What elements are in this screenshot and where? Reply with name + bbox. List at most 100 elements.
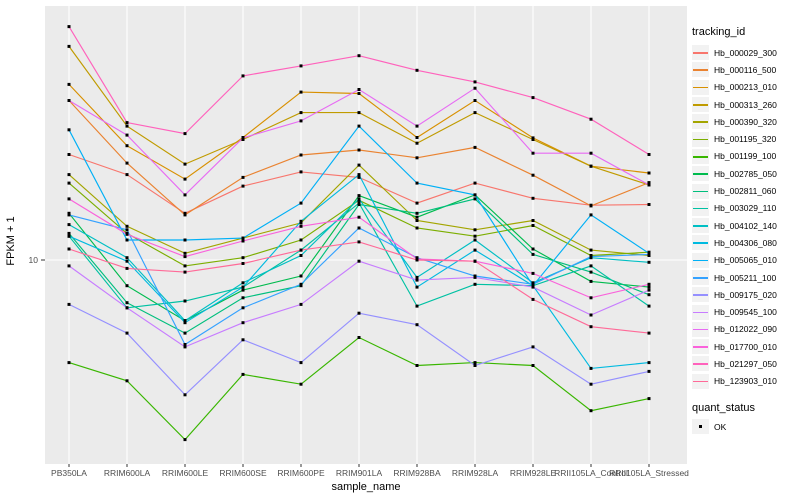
legend-key-line (693, 138, 708, 141)
legend: tracking_id Hb_000029_300 Hb_000116_500 Hb… (692, 26, 798, 435)
data-point (125, 379, 129, 383)
legend-item-label: Hb_000116_500 (714, 64, 777, 75)
data-point (183, 251, 187, 255)
data-point (67, 44, 71, 48)
data-point (647, 369, 651, 373)
data-point (357, 240, 361, 244)
data-point (125, 256, 129, 260)
legend-key-line (693, 328, 708, 331)
data-point (589, 409, 593, 413)
x-tick-label: RRIM600PE (277, 468, 325, 478)
data-point (357, 54, 361, 58)
data-point (473, 259, 477, 263)
data-point (473, 282, 477, 286)
legend-item-Hb_002785_050: Hb_002785_050 (692, 165, 798, 182)
data-point (473, 364, 477, 367)
data-point (125, 238, 129, 242)
data-point (415, 278, 419, 282)
data-point (473, 181, 477, 185)
data-point (183, 331, 187, 335)
data-point (241, 296, 245, 300)
legend-key-swatch (692, 79, 709, 95)
data-point (299, 361, 303, 365)
data-point (125, 259, 129, 263)
data-point (183, 177, 187, 181)
legend-item-label: Hb_017700_010 (714, 341, 777, 352)
data-point (589, 325, 593, 329)
legend-item-Hb_000390_320: Hb_000390_320 (692, 113, 798, 130)
x-tick-label: RRIM901LA (336, 468, 383, 478)
legend-item-label: Hb_005065_010 (714, 255, 777, 266)
x-tick-label: RRIM600LE (162, 468, 209, 478)
data-point (531, 219, 535, 222)
x-tick-label: RRIM600LA (104, 468, 151, 478)
data-point (415, 68, 419, 72)
legend-item-label: Hb_003029_110 (714, 203, 777, 214)
data-point (415, 156, 419, 160)
data-point (531, 364, 535, 367)
legend-key-swatch (692, 114, 709, 130)
data-point (415, 258, 419, 262)
data-point (415, 124, 419, 128)
data-point (473, 361, 477, 365)
legend-key-swatch (692, 356, 709, 372)
data-point (473, 86, 477, 90)
legend-key-swatch (692, 218, 709, 234)
legend-item-label: Hb_012022_090 (714, 324, 777, 335)
legend-key-line (693, 52, 708, 54)
data-point (473, 275, 477, 279)
data-point (647, 293, 651, 297)
data-point (183, 193, 187, 197)
legend-title-quant-status: quant_status (692, 401, 755, 414)
data-point (299, 119, 303, 123)
data-point (357, 215, 361, 219)
data-point (589, 151, 593, 155)
legend-item-Hb_009545_100: Hb_009545_100 (692, 303, 798, 320)
data-point (531, 173, 535, 177)
legend-key-swatch (692, 235, 709, 251)
data-point (125, 301, 129, 305)
data-point (473, 238, 477, 242)
data-point (473, 99, 477, 102)
data-point (183, 321, 187, 325)
data-point (357, 173, 361, 177)
data-point (531, 196, 535, 200)
data-point (183, 132, 187, 136)
legend-key-swatch (692, 200, 709, 216)
legend-key-swatch (692, 270, 709, 285)
legend-item-label: Hb_021297_050 (714, 358, 777, 369)
legend-item-Hb_002811_060: Hb_002811_060 (692, 182, 798, 199)
x-tick-label: RRIM928BA (393, 468, 441, 478)
legend-key-swatch (692, 183, 709, 199)
legend-item-label: Hb_000313_260 (714, 99, 777, 110)
legend-key-line (693, 242, 708, 244)
data-point (473, 111, 477, 115)
legend-key-line (693, 155, 708, 158)
data-point (415, 201, 419, 205)
data-point (415, 285, 419, 289)
data-point (299, 219, 303, 223)
legend-item-Hb_000029_300: Hb_000029_300 (692, 44, 798, 61)
data-point (299, 153, 303, 157)
legend-key-line (693, 190, 708, 193)
legend-key-line (693, 69, 708, 72)
legend-item-label: Hb_001199_100 (714, 151, 777, 162)
data-point (531, 247, 535, 251)
legend-key-line (693, 86, 708, 89)
legend-item-Hb_003029_110: Hb_003029_110 (692, 200, 798, 217)
data-point (357, 148, 361, 152)
legend-key-swatch (692, 419, 709, 435)
data-point (241, 288, 245, 292)
data-point (125, 121, 129, 125)
legend-key-swatch (692, 252, 709, 268)
data-point (125, 144, 129, 148)
data-point (67, 197, 71, 201)
legend-key-line (693, 346, 708, 348)
data-point (183, 299, 187, 303)
data-point (241, 372, 245, 376)
data-point (531, 138, 535, 141)
data-point (531, 282, 535, 286)
legend-key-line (693, 363, 708, 366)
legend-item-Hb_012022_090: Hb_012022_090 (692, 321, 798, 338)
data-point (299, 238, 303, 242)
